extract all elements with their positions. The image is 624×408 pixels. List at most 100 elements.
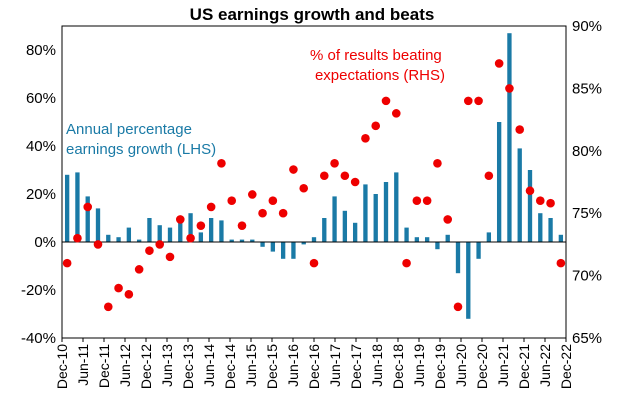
bar <box>167 227 173 242</box>
left-axis-ticks: -40% -20% 0% 20% 40% 60% 80% <box>21 42 56 347</box>
x-tick-label: Dec-10 <box>54 344 70 389</box>
bar <box>342 210 348 242</box>
beat-dot <box>124 290 134 299</box>
bar <box>517 148 522 242</box>
beat-dot <box>463 96 473 106</box>
beat-dot <box>299 183 309 193</box>
beat-dot <box>484 171 494 181</box>
x-tick-label: Dec-19 <box>432 344 448 389</box>
earnings-growth-bars <box>64 33 564 319</box>
beat-ratio-dots <box>62 59 566 312</box>
left-tick-label: -40% <box>21 330 56 347</box>
left-tick-label: 80% <box>26 42 56 59</box>
beat-dot <box>319 171 329 181</box>
bar <box>280 242 286 259</box>
bar <box>208 218 214 242</box>
bar <box>219 220 224 242</box>
x-tick-label: Dec-13 <box>180 344 196 389</box>
beat-dot <box>186 233 195 243</box>
x-tick-label: Dec-14 <box>222 344 238 389</box>
bar <box>301 242 306 245</box>
x-tick-label: Jun-22 <box>537 344 553 387</box>
annotation-lhs-line-1: Annual percentage <box>66 121 192 138</box>
bar <box>383 182 389 242</box>
bar <box>466 242 471 319</box>
left-tick-label: 20% <box>26 186 56 203</box>
beat-dot <box>412 196 422 206</box>
left-tick-label: 60% <box>26 90 56 107</box>
bar <box>476 242 481 259</box>
x-tick-label: Jun-12 <box>117 344 133 387</box>
bar <box>394 172 399 242</box>
bar <box>188 213 193 242</box>
right-tick-label: 65% <box>572 330 602 347</box>
beat-dot <box>361 134 370 143</box>
bar <box>363 184 368 242</box>
beat-dot <box>309 258 319 268</box>
beat-dot <box>494 59 504 68</box>
left-tick-label: 0% <box>34 234 56 251</box>
bar <box>507 33 512 243</box>
bar <box>291 242 296 259</box>
right-tick-label: 85% <box>572 80 602 97</box>
x-tick-label: Dec-17 <box>348 344 364 389</box>
beat-dot <box>217 158 226 168</box>
x-tick-label: Dec-18 <box>390 344 406 389</box>
beat-dot <box>237 221 247 230</box>
x-tick-label: Dec-21 <box>516 344 532 389</box>
bar <box>311 237 317 242</box>
beat-dot <box>474 96 483 106</box>
beat-dot <box>453 302 463 312</box>
left-tick-label: -20% <box>21 282 56 299</box>
right-tick-label: 70% <box>572 268 602 285</box>
bar <box>404 227 409 242</box>
beat-dot <box>134 265 144 274</box>
x-tick-label: Dec-12 <box>138 344 154 389</box>
x-tick-label: Dec-16 <box>306 344 322 389</box>
x-tick-label: Dec-11 <box>96 344 112 388</box>
x-tick-label: Jun-17 <box>327 344 343 387</box>
beat-dot <box>556 258 566 268</box>
bar <box>116 237 121 242</box>
beat-dot <box>402 258 411 268</box>
x-tick-label: Jun-15 <box>243 344 259 387</box>
bar <box>414 237 420 242</box>
beat-dot <box>515 125 525 134</box>
bar <box>548 218 553 242</box>
bar <box>496 122 502 242</box>
annotation-lhs: Annual percentage earnings growth (LHS) <box>66 121 216 158</box>
bar <box>198 232 204 242</box>
bar <box>260 242 265 247</box>
beat-dot <box>381 96 391 106</box>
beat-dot <box>206 202 216 212</box>
right-tick-label: 75% <box>572 205 602 222</box>
left-tick-label: 40% <box>26 138 56 155</box>
beat-dot <box>196 221 206 230</box>
beat-dot <box>268 196 278 206</box>
annotation-lhs-line-2: earnings growth (LHS) <box>66 141 216 158</box>
beat-dot <box>258 208 267 218</box>
annotation-rhs-line-2: expectations (RHS) <box>315 67 445 84</box>
bar <box>486 232 492 242</box>
bar <box>373 194 378 242</box>
bar <box>75 172 80 242</box>
x-tick-label: Jun-11 <box>75 344 91 386</box>
x-tick-label: Dec-20 <box>474 344 490 389</box>
beat-dot <box>391 109 401 118</box>
beat-dot <box>505 84 514 93</box>
beat-dot <box>165 252 175 262</box>
beat-dot <box>525 186 535 196</box>
chart-title: US earnings growth and beats <box>190 5 435 24</box>
bar <box>178 220 183 242</box>
right-axis-ticks: 65% 70% 75% 80% 85% 90% <box>572 18 602 347</box>
beat-dot <box>103 302 113 312</box>
beat-dot <box>546 198 555 208</box>
beat-dot <box>350 177 360 187</box>
bar <box>95 208 101 242</box>
beat-dot <box>93 240 103 249</box>
annotation-rhs: % of results beating expectations (RHS) <box>310 47 446 84</box>
bar <box>424 237 430 242</box>
bar <box>239 239 245 242</box>
beat-dot <box>443 215 453 224</box>
